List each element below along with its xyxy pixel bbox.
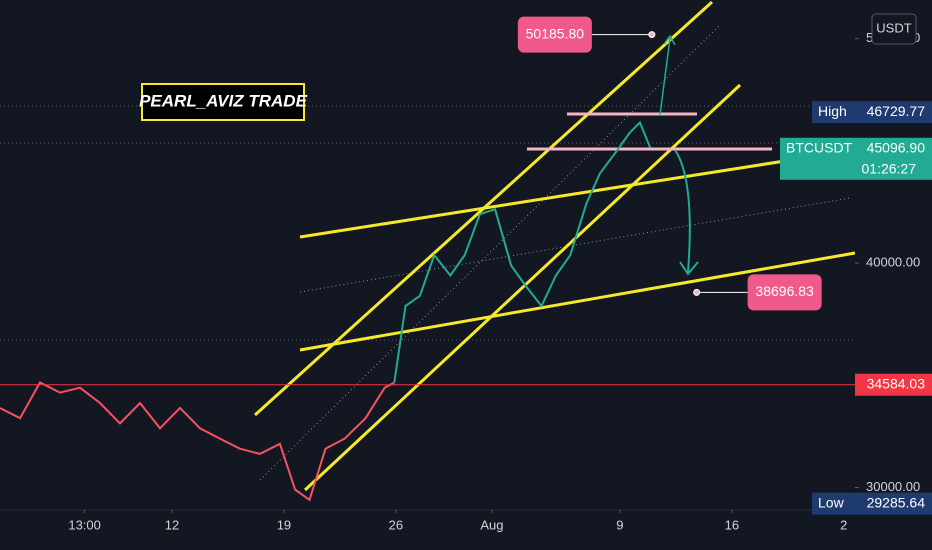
badge-name: High — [818, 103, 847, 119]
price-badge — [855, 373, 932, 396]
dotted-trend — [299, 197, 851, 293]
arrow-down — [674, 149, 699, 276]
callout-box — [517, 16, 592, 53]
badge-name: Low — [818, 494, 845, 510]
x-tick-label: Aug — [480, 517, 503, 532]
price-badge — [780, 137, 932, 180]
badge-value: 46729.77 — [867, 103, 926, 119]
x-tick-label: 16 — [725, 517, 739, 532]
x-tick-label: 2 — [840, 517, 847, 532]
price-axis — [855, 0, 932, 510]
currency-label: USDT — [876, 20, 911, 35]
badge-value: 45096.90 — [867, 139, 926, 155]
price-badge — [812, 492, 932, 515]
badge-value: 29285.64 — [867, 494, 926, 510]
badge-value: 34584.03 — [867, 375, 926, 391]
price-line — [0, 381, 395, 502]
callout-label: 50185.80 — [526, 25, 585, 41]
x-tick-label: 9 — [616, 517, 623, 532]
x-tick-label: 13:00 — [68, 517, 101, 532]
arrow-up — [659, 34, 676, 116]
x-tick-label: 19 — [277, 517, 291, 532]
trend-line — [299, 251, 856, 352]
callout-dot — [693, 288, 701, 296]
price-line — [393, 120, 652, 383]
badge-extra: 01:26:27 — [862, 160, 917, 176]
y-tick-label: 30000.00 — [866, 479, 920, 494]
x-tick-label: 26 — [389, 517, 403, 532]
currency-button[interactable] — [871, 13, 917, 45]
trend-line — [299, 148, 856, 239]
title-box — [141, 83, 305, 121]
trend-line — [303, 83, 742, 492]
y-tick-label: 40000.00 — [866, 255, 920, 270]
callout-label: 38696.83 — [755, 283, 814, 299]
chart-title: PEARL_AVIZ TRADE — [139, 91, 307, 110]
callout-box — [747, 274, 822, 311]
x-tick-label: 12 — [165, 517, 179, 532]
price-badge — [812, 101, 932, 124]
badge-name: BTCUSDT — [786, 139, 853, 155]
callout-dot — [648, 31, 656, 39]
drawings — [0, 0, 856, 492]
